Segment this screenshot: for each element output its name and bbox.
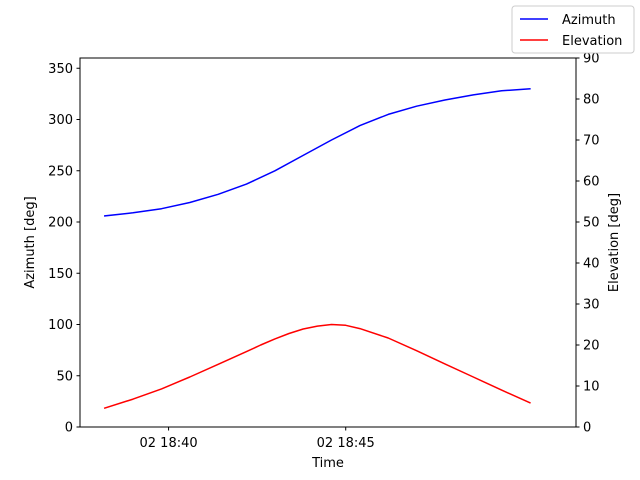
legend-label-elevation: Elevation [562,34,622,49]
plot-area [103,87,531,410]
left-y-tick-label: 50 [56,369,73,384]
right-y-tick-label: 40 [583,257,600,272]
right-y-tick-label: 30 [583,298,600,313]
right-y-tick-label: 10 [583,380,600,395]
left-y-axis-label: Azimuth [deg] [23,196,38,288]
axes-ticks: 0 50 100 150 200 250 300 350 0 10 20 30 40 50 60 70 80 90… [48,52,599,452]
right-y-tick-label: 0 [583,421,591,436]
x-tick-label: 02 18:45 [317,436,375,451]
left-y-tick-label: 0 [65,421,73,436]
series-line-elevation [103,323,531,410]
right-y-axis-label: Elevation [deg] [607,193,622,292]
legend-label-azimuth: Azimuth [562,13,616,28]
x-tick-label: 02 18:40 [140,436,198,451]
right-y-tick-label: 60 [583,175,600,190]
right-y-tick-label: 90 [583,52,600,67]
right-y-tick-label: 70 [583,134,600,149]
left-y-tick-label: 150 [48,267,73,282]
left-y-tick-label: 100 [48,318,73,333]
left-y-tick-label: 250 [48,164,73,179]
left-y-tick-label: 350 [48,62,73,77]
axes-frame [79,57,577,428]
right-y-tick-label: 20 [583,339,600,354]
x-axis-label: Time [311,456,344,471]
right-y-tick-label: 50 [583,216,600,231]
legend: Azimuth Elevation [511,5,635,54]
series-line-azimuth [103,87,531,217]
left-y-tick-label: 300 [48,113,73,128]
right-y-tick-label: 80 [583,93,600,108]
left-y-tick-label: 200 [48,216,73,231]
legend-box [511,5,635,54]
